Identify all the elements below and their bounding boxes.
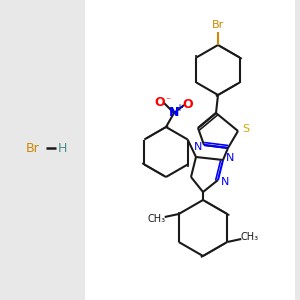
Text: H: H — [57, 142, 67, 154]
Text: O: O — [155, 97, 165, 110]
Text: N: N — [221, 177, 229, 187]
Text: Br: Br — [26, 142, 40, 154]
Text: O: O — [183, 98, 193, 112]
Text: CH₃: CH₃ — [240, 232, 258, 242]
Text: ⁻: ⁻ — [165, 96, 171, 106]
Text: N: N — [226, 153, 234, 163]
Bar — [85, 0, 295, 300]
Text: CH₃: CH₃ — [148, 214, 166, 224]
Text: +: + — [175, 103, 183, 113]
Text: S: S — [242, 124, 250, 134]
Text: N: N — [194, 142, 202, 152]
Text: Br: Br — [212, 20, 224, 30]
Text: N: N — [169, 106, 179, 119]
